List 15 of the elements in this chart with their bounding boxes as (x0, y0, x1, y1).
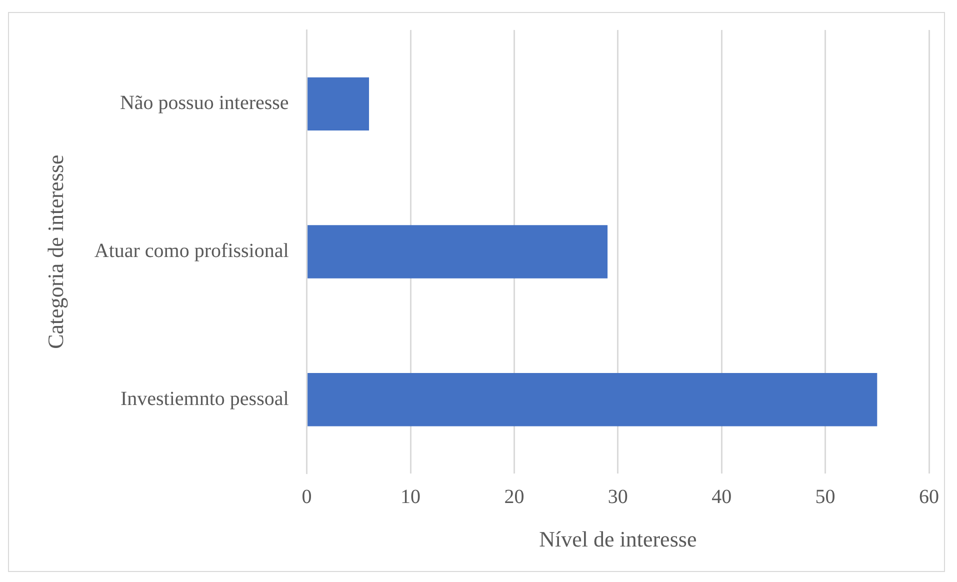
x-tick-label: 0 (302, 486, 312, 508)
x-tick-label: 30 (608, 486, 628, 508)
x-tick-label: 20 (504, 486, 524, 508)
y-tick-label: Atuar como profissional (94, 240, 290, 262)
y-axis-title: Categoria de interesse (42, 154, 68, 349)
bar (308, 373, 878, 426)
x-tick-label: 60 (919, 486, 939, 508)
y-tick-label: Não possuo interesse (120, 92, 289, 114)
x-tick-label: 10 (400, 486, 421, 508)
x-tick-label: 40 (712, 486, 732, 508)
x-tick-label: 50 (815, 486, 836, 508)
y-tick-label: Investiemnto pessoal (120, 388, 290, 410)
bar (308, 77, 370, 131)
bar (308, 225, 608, 278)
x-axis-title: Nível de interesse (539, 526, 697, 552)
